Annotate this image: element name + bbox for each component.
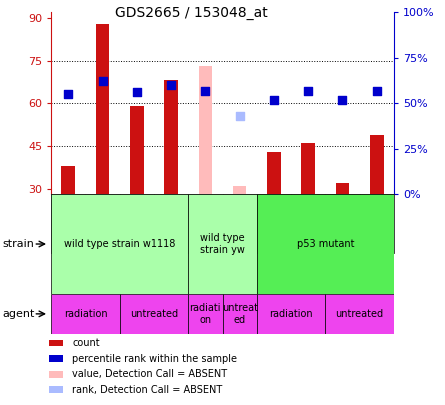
Text: GSM60487: GSM60487 [303,199,313,248]
Bar [164,81,178,194]
Point [271,96,278,103]
Bar [257,194,394,294]
Text: percentile rank within the sample: percentile rank within the sample [72,354,237,364]
Bar [325,194,360,253]
Point [202,87,209,94]
Text: untreated: untreated [130,309,178,319]
Bar [51,194,85,253]
Point [236,113,243,119]
Text: strain: strain [2,239,34,249]
Point [373,87,380,94]
Text: untreated: untreated [336,309,384,319]
Text: GSM60480: GSM60480 [166,199,176,248]
Bar [370,134,384,194]
Bar [188,194,257,294]
Bar [267,152,281,194]
Text: GDS2665 / 153048_at: GDS2665 / 153048_at [115,6,268,20]
Bar [96,23,109,194]
Text: GSM60482: GSM60482 [64,199,73,248]
Point [168,82,175,88]
Bar [257,194,291,253]
Point [65,91,72,98]
Point [99,78,106,85]
Text: wild type
strain yw: wild type strain yw [200,233,245,255]
Bar [49,386,63,393]
Bar [120,294,188,334]
Bar [301,143,315,194]
Bar [222,294,257,334]
Text: GSM60484: GSM60484 [338,199,347,248]
Point [339,96,346,103]
Text: count: count [72,338,100,348]
Bar [120,194,154,253]
Text: radiati
on: radiati on [190,303,221,325]
Bar [154,194,188,253]
Bar [291,194,325,253]
Bar [222,194,257,253]
Bar [51,194,188,294]
Text: GSM60483: GSM60483 [98,199,107,248]
Bar [360,194,394,253]
Text: untreat
ed: untreat ed [222,303,258,325]
Bar [336,183,349,194]
Text: agent: agent [2,309,35,319]
Text: GSM60486: GSM60486 [269,199,279,248]
Bar [188,194,222,253]
Bar [325,294,394,334]
Bar [188,294,222,334]
Text: GSM60479: GSM60479 [132,199,142,248]
Bar [49,355,63,362]
Bar [61,166,75,194]
Bar [49,371,63,377]
Text: radiation: radiation [64,309,107,319]
Point [134,89,141,96]
Bar [49,340,63,346]
Text: p53 mutant: p53 mutant [296,239,354,249]
Text: GSM60478: GSM60478 [235,199,244,248]
Point [305,87,312,94]
Text: radiation: radiation [269,309,313,319]
Text: wild type strain w1118: wild type strain w1118 [64,239,175,249]
Text: GSM60481: GSM60481 [201,199,210,248]
Text: GSM60485: GSM60485 [372,199,381,248]
Bar [85,194,120,253]
Bar [198,66,212,194]
Bar [51,294,120,334]
Bar [130,106,144,194]
Bar [233,186,247,194]
Text: value, Detection Call = ABSENT: value, Detection Call = ABSENT [72,369,227,379]
Text: rank, Detection Call = ABSENT: rank, Detection Call = ABSENT [72,385,222,395]
Bar [257,294,325,334]
